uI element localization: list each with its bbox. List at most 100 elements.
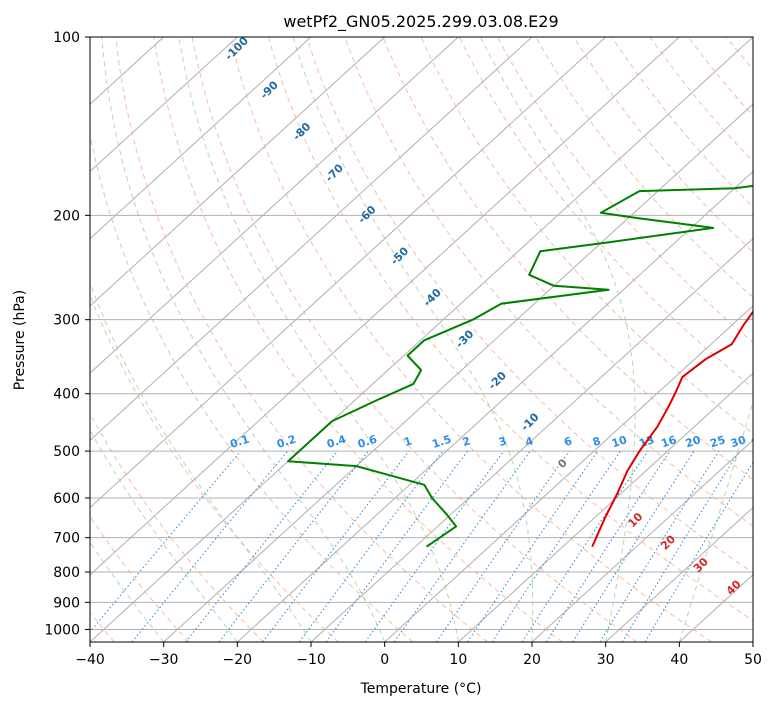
dry-adiabat	[90, 293, 339, 642]
mixing-ratio-line	[491, 450, 621, 642]
dry-adiabat	[496, 37, 753, 344]
moist-adiabat	[101, 37, 386, 642]
mixing-ratio-label: 1	[402, 434, 413, 449]
dry-adiabat	[458, 37, 753, 389]
plot-frame	[89, 36, 754, 643]
isotherm-line	[531, 439, 753, 642]
mixing-ratio-line	[364, 450, 505, 642]
dry-adiabat	[268, 37, 753, 622]
temperature-profile-line	[591, 310, 753, 548]
x-tick-label: 30	[597, 652, 615, 668]
moist-adiabat	[292, 37, 534, 642]
y-tick-label: 700	[53, 531, 80, 547]
mixing-ratio-label: 10	[610, 433, 629, 450]
moist-adiabats	[90, 37, 753, 642]
dewpoint-profile-line	[287, 184, 753, 548]
mixing-ratio-label: 3	[497, 434, 508, 449]
mixing-ratio-label: 6	[562, 434, 574, 449]
mixing-ratio-line	[435, 450, 570, 642]
mixing-ratio-line	[185, 450, 339, 642]
dry-adiabat	[90, 131, 414, 642]
x-tick-label: −40	[75, 652, 105, 668]
dry-adiabat	[153, 37, 563, 642]
isotherm-line	[236, 170, 753, 642]
dry-adiabat	[115, 37, 488, 642]
isotherm-line	[90, 37, 459, 374]
moist-adiabat	[178, 37, 459, 642]
x-tick-label: −30	[149, 652, 179, 668]
mixing-ratio-line	[572, 450, 695, 642]
isobar-grid	[90, 37, 753, 630]
mixing-ratio-line	[621, 450, 740, 642]
mixing-ratio-label: 4	[524, 434, 536, 449]
x-tick-label: 20	[523, 652, 541, 668]
mixing-ratio-label: 36	[750, 433, 769, 450]
y-tick-label: 600	[53, 491, 80, 507]
mixing-ratio-lines	[90, 450, 753, 642]
y-tick-label: 400	[53, 387, 80, 403]
isotherm-line	[90, 37, 312, 240]
y-tick-label: 100	[53, 30, 80, 46]
moist-adiabat	[480, 37, 636, 642]
isotherm-line	[384, 305, 753, 642]
mixing-ratio-label: 25	[708, 433, 727, 450]
y-axis: 100 200 300 400 500 600 700 800 900 1000	[44, 30, 90, 638]
x-tick-label: 0	[380, 652, 389, 668]
mixing-ratio-line	[545, 450, 671, 642]
mixing-ratio-line	[90, 450, 242, 633]
isotherm-line	[90, 37, 680, 576]
x-tick-label: 40	[670, 652, 688, 668]
y-tick-label: 800	[53, 565, 80, 581]
y-tick-label: 200	[53, 208, 80, 224]
mixing-ratio-line	[521, 450, 649, 642]
skewed-isotherms	[90, 37, 753, 642]
x-tick-label: −20	[223, 652, 253, 668]
dry-adiabat	[90, 515, 190, 642]
y-axis-title: Pressure (hPa)	[12, 290, 28, 390]
mixing-ratio-label: 1.5	[430, 433, 453, 451]
mixing-ratio-label: 30	[729, 433, 748, 450]
mixing-ratio-label: 0.1	[228, 433, 251, 451]
y-tick-label: 1000	[44, 622, 80, 638]
dry-adiabat	[306, 37, 753, 574]
dry-adiabat	[191, 37, 638, 642]
moist-adiabat	[90, 281, 312, 642]
isotherm-line	[90, 37, 607, 509]
dry-adiabat	[90, 412, 264, 642]
x-axis: −40 −30 −20 −10 0 10 20 30 40 50	[75, 642, 762, 668]
isotherm-line	[90, 37, 386, 307]
dry-adiabat	[229, 37, 712, 642]
isotherm-line	[90, 37, 238, 173]
mixing-ratio-label: 0.4	[325, 432, 348, 450]
dry-adiabats	[90, 37, 753, 642]
x-tick-label: 50	[744, 652, 762, 668]
dry-adiabat	[344, 37, 753, 527]
line-labels: 0.10.20.40.611.52346810131620253036-100-…	[222, 37, 769, 598]
sounding-profiles	[287, 184, 753, 548]
mixing-ratio-label: 0.2	[275, 433, 298, 451]
isotherm-line	[163, 103, 753, 642]
isotherm-line	[90, 37, 753, 642]
mixing-ratio-line	[393, 450, 531, 642]
mixing-ratio-label: 0.6	[356, 432, 379, 450]
x-tick-label: −10	[296, 652, 326, 668]
x-tick-label: 10	[449, 652, 467, 668]
mixing-ratio-label: 2	[461, 434, 472, 449]
isotherm-line	[90, 37, 533, 442]
moist-adiabat	[678, 399, 753, 642]
mixing-ratio-label: 20	[684, 433, 703, 450]
mixing-ratio-line	[298, 450, 444, 642]
mixing-ratio-label: 8	[591, 434, 602, 449]
mixing-ratio-label: 16	[660, 433, 679, 450]
y-tick-label: 300	[53, 313, 80, 329]
mixing-ratio-line	[325, 450, 468, 642]
mixing-ratio-line	[262, 450, 410, 642]
x-axis-title: Temperature (°C)	[360, 681, 482, 697]
isotherm-line	[457, 372, 753, 642]
mixing-ratio-line	[131, 450, 289, 642]
y-tick-label: 900	[53, 595, 80, 611]
mixing-ratio-line	[467, 450, 599, 642]
chart-title: wetPf2_GN05.2025.299.03.08.E29	[283, 12, 558, 32]
isotherm-line	[605, 506, 753, 642]
